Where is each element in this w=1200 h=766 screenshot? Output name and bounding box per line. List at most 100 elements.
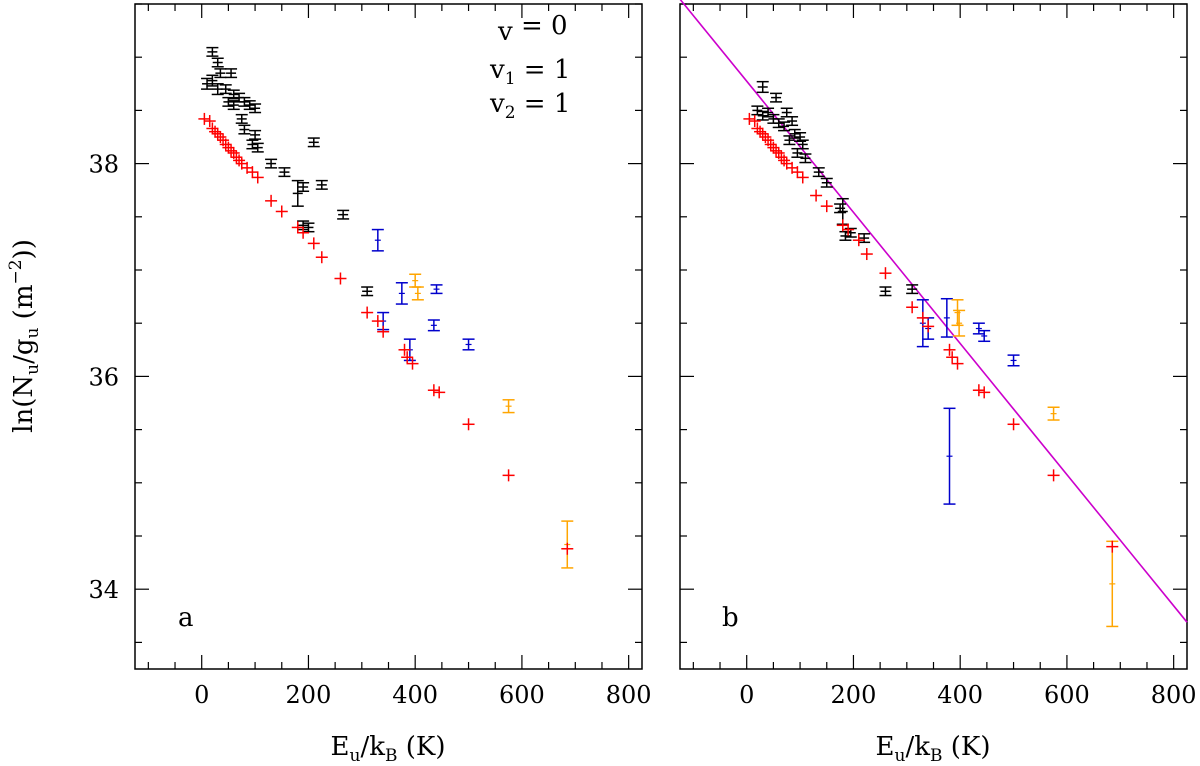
model-point	[1007, 418, 1020, 431]
v1-point	[430, 284, 443, 295]
v0-point	[222, 96, 235, 107]
x-tick-label: 200	[831, 681, 877, 709]
v0-point	[235, 113, 248, 124]
model-point	[406, 357, 419, 370]
model-point	[775, 151, 788, 164]
legend: v = 0 v1 = 1 v2 = 1	[489, 11, 570, 123]
panel-b-ticks: 0 200 400 600 800	[680, 3, 1197, 709]
panel-label-b: b	[722, 603, 739, 633]
v0-point	[778, 121, 791, 132]
model-point	[225, 144, 238, 157]
v0-point	[858, 233, 871, 244]
v0-point	[786, 116, 799, 127]
model-point	[767, 141, 780, 154]
model-point	[852, 234, 865, 247]
x-tick-label: 0	[194, 681, 209, 709]
v0-point	[201, 77, 214, 90]
model-point	[561, 542, 574, 555]
model-point	[377, 325, 390, 338]
x-title-a-rest: (K)	[397, 732, 445, 762]
legend-v2-rest: = 1	[516, 89, 571, 119]
model-point	[371, 315, 384, 328]
x-title-b-sub2: B	[930, 746, 943, 766]
v1-point	[1007, 354, 1020, 367]
legend-v0-rest: = 0	[513, 11, 568, 41]
v0-point	[307, 137, 320, 148]
legend-v2-sub: 2	[505, 103, 516, 123]
model-point	[361, 306, 374, 319]
x-title-b-rest: (K)	[942, 732, 990, 762]
v1-point	[940, 297, 953, 338]
v1-point	[371, 228, 384, 252]
legend-v1-sub: 1	[505, 69, 516, 89]
v0-point	[249, 103, 262, 114]
model-point	[427, 384, 440, 397]
model-point	[275, 205, 288, 218]
model-point	[502, 469, 515, 482]
model-point	[879, 267, 892, 280]
v0-point	[211, 57, 224, 68]
y-title-close: ))	[9, 239, 39, 259]
model-point	[743, 112, 756, 125]
v0-point	[337, 209, 350, 220]
x-axis-title-b: Eu/kB (K)	[876, 732, 991, 766]
model-point	[219, 138, 232, 151]
v0-point	[770, 92, 783, 103]
y-title-sup: −2	[6, 259, 26, 284]
model-point	[759, 131, 772, 143]
v0-point	[839, 230, 852, 241]
model-point	[1106, 540, 1119, 553]
model-point	[860, 248, 873, 261]
model-point	[214, 131, 227, 143]
x-tick-label: 400	[392, 681, 438, 709]
v0-point	[206, 46, 219, 57]
v0-point	[812, 167, 825, 178]
legend-v2-base: v	[489, 89, 505, 119]
v0-point	[361, 286, 374, 297]
v0-point	[756, 110, 769, 121]
model-point	[433, 386, 446, 399]
v0-point	[879, 286, 892, 297]
panel-a-marks	[198, 46, 574, 569]
x-tick-label: 600	[499, 681, 545, 709]
y-title-sub1: u	[23, 364, 43, 375]
y-axis-title: ln(Nu/gu (m−2))	[6, 239, 43, 433]
v1-point	[978, 329, 991, 343]
model-point	[972, 384, 985, 397]
legend-v1-rest: = 1	[516, 55, 571, 85]
v0-point	[265, 158, 278, 169]
model-point	[206, 122, 219, 135]
model-point	[756, 127, 769, 140]
model-point	[751, 122, 764, 135]
model-point	[398, 343, 411, 356]
v0-point	[751, 105, 764, 116]
legend-v1: v1 = 1	[489, 55, 570, 89]
model-point	[233, 154, 246, 167]
panel-b-frame	[679, 3, 1188, 670]
panel-b-fit	[679, 0, 1188, 623]
model-point	[978, 386, 991, 399]
v0-point	[225, 68, 238, 79]
x-tick-label: 800	[1151, 681, 1197, 709]
v0-point	[820, 177, 833, 188]
x-title-b-sub1: u	[895, 746, 906, 766]
v2-point	[409, 273, 422, 288]
v0-point	[291, 179, 304, 207]
fit-line	[679, 0, 1188, 623]
v0-point	[772, 118, 785, 129]
model-point	[951, 357, 964, 370]
v2-point	[411, 286, 424, 301]
model-point	[842, 223, 855, 236]
x-tick-label: 800	[606, 681, 652, 709]
model-point	[246, 166, 259, 179]
model-point	[916, 311, 929, 324]
model-point	[796, 171, 809, 184]
model-point	[770, 144, 783, 157]
v0-point	[251, 142, 264, 153]
y-tick-label: 38	[88, 151, 119, 179]
v0-point	[297, 182, 310, 193]
model-point	[791, 166, 804, 179]
y-title-open: (m	[9, 285, 39, 328]
